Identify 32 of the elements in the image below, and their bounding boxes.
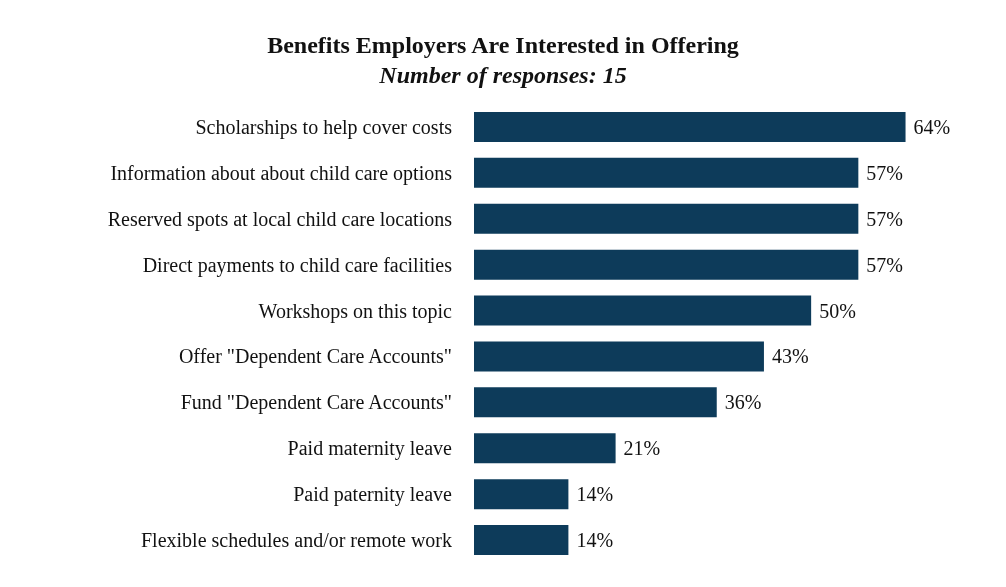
y-tick-label: Offer "Dependent Care Accounts" bbox=[178, 345, 452, 369]
y-tick-label: Paid maternity leave bbox=[287, 437, 453, 461]
bar bbox=[474, 341, 764, 372]
bar bbox=[474, 249, 859, 280]
bar bbox=[474, 203, 859, 234]
data-label: 57% bbox=[866, 253, 904, 276]
data-label: 14% bbox=[576, 529, 614, 552]
y-tick-label: Information about about child care options bbox=[110, 161, 453, 185]
bar bbox=[474, 479, 569, 510]
y-tick-label: Flexible schedules and/or remote work bbox=[140, 529, 452, 552]
data-label: 36% bbox=[724, 391, 762, 414]
y-tick-label: Reserved spots at local child care locations bbox=[107, 207, 453, 231]
data-label: 21% bbox=[623, 437, 661, 460]
bar bbox=[474, 157, 859, 188]
bar bbox=[474, 387, 717, 418]
y-tick-label: Workshops on this topic bbox=[258, 299, 453, 323]
data-label: 57% bbox=[866, 207, 904, 230]
y-tick-label: Fund "Dependent Care Accounts" bbox=[180, 391, 452, 415]
bar bbox=[474, 111, 906, 142]
bar bbox=[474, 295, 812, 326]
y-tick-label: Paid paternity leave bbox=[293, 483, 453, 507]
data-label: 43% bbox=[771, 345, 809, 368]
y-tick-label: Scholarships to help cover costs bbox=[195, 115, 453, 139]
bar bbox=[474, 433, 616, 464]
chart-title: Benefits Employers Are Interested in Offering bbox=[267, 32, 739, 58]
data-label: 57% bbox=[866, 161, 904, 184]
y-tick-label: Direct payments to child care facilities bbox=[142, 253, 453, 277]
data-label: 14% bbox=[576, 483, 614, 506]
bar bbox=[474, 525, 569, 556]
data-label: 50% bbox=[819, 299, 856, 322]
data-label: 64% bbox=[913, 115, 951, 138]
chart-subtitle: Number of responses: 15 bbox=[378, 62, 627, 88]
